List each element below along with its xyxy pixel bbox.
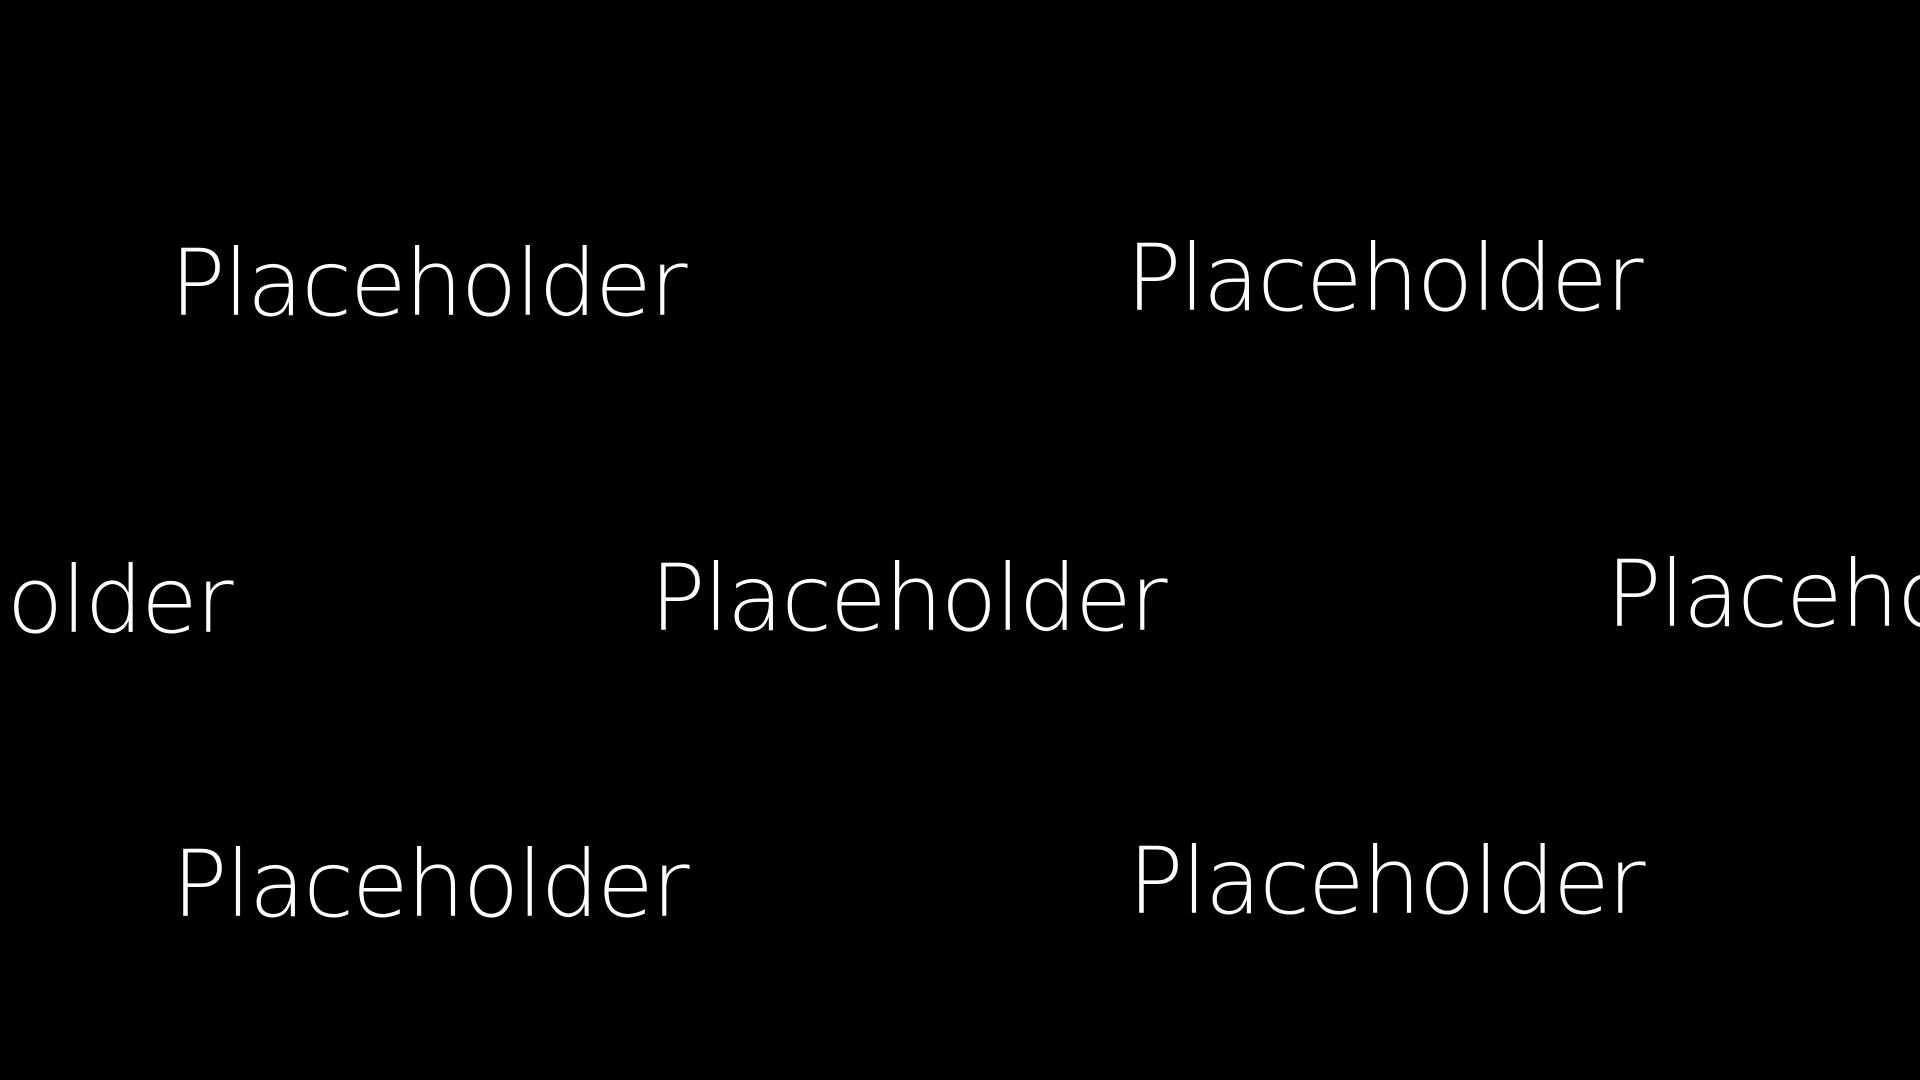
placeholder-text-row3-left: Placeholder <box>172 831 690 938</box>
placeholder-text-row3-right: Placeholder <box>1128 828 1646 935</box>
placeholder-text-row1-left: Placeholder <box>170 230 688 337</box>
placeholder-text-row2-right-cropped: Placeholder <box>1606 541 1920 648</box>
placeholder-text-row1-right: Placeholder <box>1126 225 1644 332</box>
placeholder-text-row2-center: Placeholder <box>650 545 1168 652</box>
placeholder-text-row2-left-cropped: Placeholder <box>0 547 234 654</box>
